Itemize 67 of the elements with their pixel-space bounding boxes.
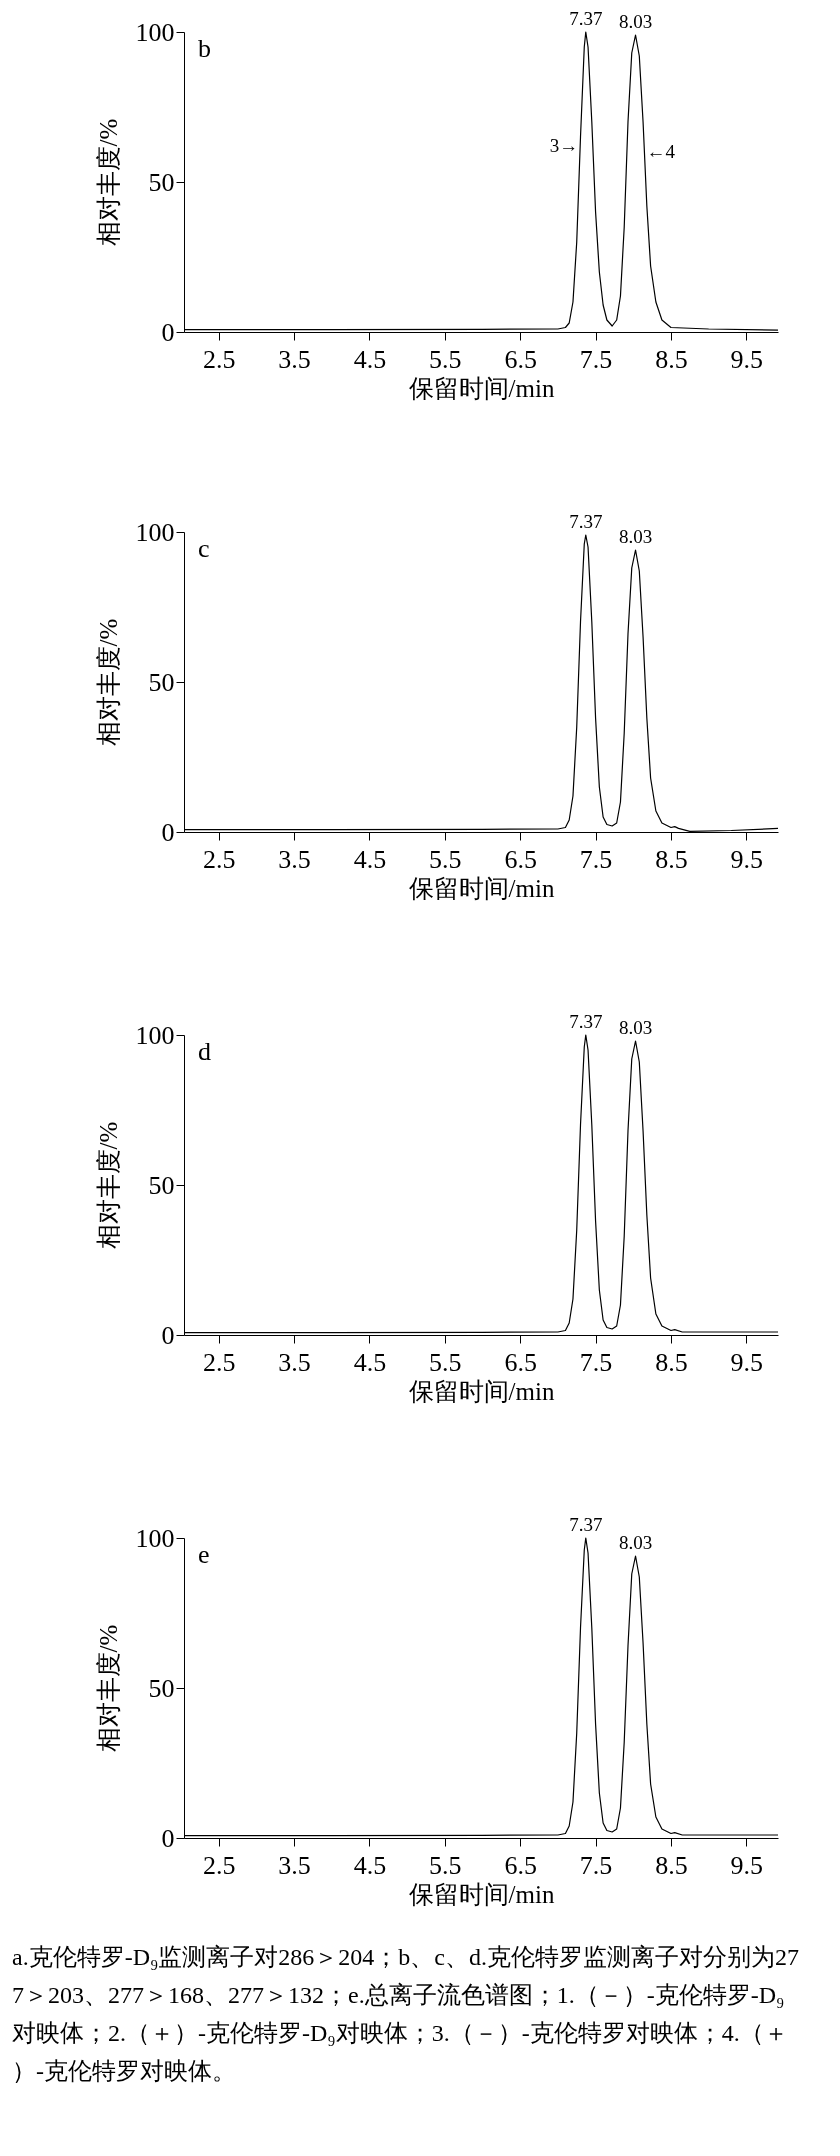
x-tick-label: 7.5 — [579, 344, 613, 374]
y-tick-label: 50 — [148, 1673, 175, 1703]
x-tick-label: 9.5 — [730, 1850, 764, 1880]
y-tick-label: 0 — [161, 317, 175, 347]
x-tick-label: 3.5 — [278, 344, 311, 374]
x-axis-title: 保留时间/min — [408, 1377, 555, 1405]
x-tick-label: 3.5 — [278, 1850, 311, 1880]
y-tick-label: 100 — [135, 1523, 175, 1553]
annotation: 8.03 — [618, 526, 653, 547]
y-tick-label: 0 — [161, 1320, 175, 1350]
x-tick-label: 9.5 — [730, 1347, 764, 1377]
y-tick-label: 50 — [148, 1170, 175, 1200]
x-tick-label: 2.5 — [202, 1347, 236, 1377]
y-axis-title: 相对丰度/% — [94, 118, 122, 247]
x-tick-label: 8.5 — [655, 1850, 688, 1880]
annotation: 7.37 — [569, 511, 603, 532]
x-tick-label: 8.5 — [655, 344, 688, 374]
x-tick-label: 7.5 — [579, 1850, 613, 1880]
y-axis-title: 相对丰度/% — [94, 1624, 122, 1753]
annotation: 8.03 — [618, 1532, 653, 1553]
x-tick-label: 5.5 — [429, 844, 462, 874]
x-tick-label: 2.5 — [202, 344, 236, 374]
x-tick-label: 9.5 — [730, 844, 764, 874]
x-tick-label: 5.5 — [429, 1850, 462, 1880]
x-tick-label: 5.5 — [429, 1347, 462, 1377]
x-axis-title: 保留时间/min — [408, 874, 555, 902]
annotation: 7.37 — [569, 1514, 603, 1535]
y-tick-label: 50 — [148, 167, 175, 197]
chart-title: b — [198, 34, 211, 63]
x-tick-label: 8.5 — [655, 1347, 688, 1377]
x-tick-label: 8.5 — [655, 844, 688, 874]
y-tick-label: 0 — [161, 1823, 175, 1853]
text: a.克伦特罗-D₉监测离子对286＞204；b、c、d.克伦特罗监测离子对分别为277＞203、277＞168、277＞132；e.总离子流色谱图；1.（－）-克伦特罗-D₉对映体；2.（＋）-克伦特罗-D₉对映体；3.（－）-克伦特罗对映体；4.（＋）-克伦特罗对映体。 — [12, 1944, 799, 2084]
x-tick-label: 6.5 — [504, 1347, 537, 1377]
x-tick-label: 3.5 — [278, 844, 311, 874]
y-tick-label: 100 — [135, 17, 175, 47]
annotation: 7.37 — [569, 1011, 603, 1032]
x-tick-label: 5.5 — [429, 344, 462, 374]
y-axis-title: 相对丰度/% — [94, 618, 122, 747]
chart-title: d — [198, 1037, 211, 1066]
annotation: ←4 — [646, 141, 676, 162]
y-axis-title: 相对丰度/% — [94, 1121, 122, 1250]
x-axis-title: 保留时间/min — [408, 1880, 555, 1908]
x-axis-title: 保留时间/min — [408, 374, 555, 402]
x-tick-label: 7.5 — [579, 844, 613, 874]
x-tick-label: 2.5 — [202, 1850, 236, 1880]
y-tick-label: 100 — [135, 517, 175, 547]
x-tick-label: 6.5 — [504, 844, 537, 874]
x-tick-label: 6.5 — [504, 1850, 537, 1880]
chart-title: c — [198, 534, 210, 563]
annotation: 7.37 — [569, 8, 603, 29]
x-tick-label: 4.5 — [353, 1347, 387, 1377]
y-tick-label: 0 — [161, 817, 175, 847]
x-tick-label: 4.5 — [353, 1850, 387, 1880]
annotation: 8.03 — [618, 1017, 653, 1038]
x-tick-label: 4.5 — [353, 344, 387, 374]
chart-title: e — [198, 1540, 210, 1569]
annotation: 8.03 — [618, 11, 653, 32]
x-tick-label: 2.5 — [202, 844, 236, 874]
annotation: 3→ — [549, 135, 579, 156]
x-tick-label: 3.5 — [278, 1347, 311, 1377]
y-tick-label: 100 — [135, 1020, 175, 1050]
y-tick-label: 50 — [148, 667, 175, 697]
x-tick-label: 9.5 — [730, 344, 764, 374]
x-tick-label: 7.5 — [579, 1347, 613, 1377]
x-tick-label: 4.5 — [353, 844, 387, 874]
x-tick-label: 6.5 — [504, 344, 537, 374]
